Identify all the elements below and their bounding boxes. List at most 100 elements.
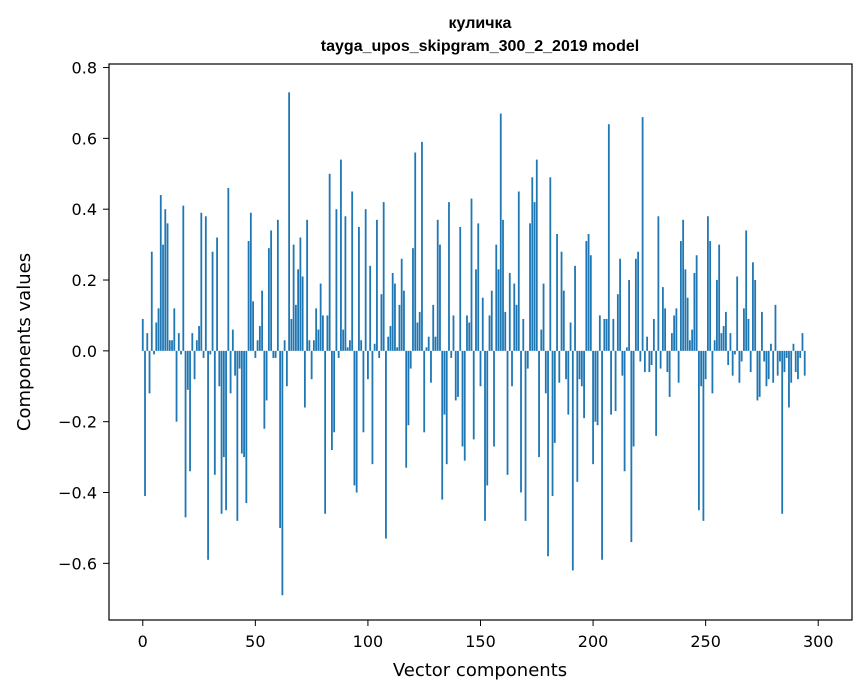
bar <box>380 294 383 351</box>
bar <box>146 333 149 351</box>
bar <box>164 209 167 351</box>
bar <box>736 276 739 351</box>
bar <box>558 350 561 383</box>
bar <box>265 350 268 401</box>
bar <box>470 198 473 351</box>
bar <box>497 269 500 351</box>
bar <box>684 269 687 351</box>
bar <box>718 244 721 351</box>
bar <box>670 333 673 351</box>
bar <box>758 350 761 397</box>
bar <box>619 258 621 351</box>
bar <box>162 244 164 351</box>
bar <box>477 223 480 351</box>
bar <box>421 141 423 351</box>
bar <box>297 269 300 351</box>
bar <box>688 340 691 351</box>
bar <box>490 290 493 351</box>
bar <box>772 350 775 383</box>
bar <box>427 336 430 351</box>
y-tick-label: −0.2 <box>58 413 97 432</box>
bar <box>569 322 572 351</box>
y-tick-label: 0.8 <box>72 59 97 78</box>
bar <box>592 350 594 465</box>
bar <box>198 326 200 351</box>
bar <box>648 350 651 373</box>
bar <box>504 311 507 351</box>
bar <box>794 350 797 373</box>
bar <box>171 340 173 351</box>
bar <box>646 336 649 351</box>
y-tick-label: 0.4 <box>72 200 97 219</box>
bar <box>436 219 439 351</box>
bar <box>711 350 714 394</box>
bar <box>346 347 349 351</box>
bar <box>610 350 612 415</box>
bar <box>513 283 516 351</box>
bar <box>448 202 450 351</box>
x-tick-label: 250 <box>690 632 721 651</box>
bar <box>677 350 680 383</box>
bar <box>673 315 676 351</box>
bar <box>643 350 646 373</box>
bar <box>425 347 428 351</box>
bar <box>729 333 732 351</box>
bar <box>664 308 667 351</box>
bar <box>450 350 453 358</box>
x-tick-label: 150 <box>465 632 496 651</box>
bar <box>369 265 372 351</box>
bar <box>340 159 342 351</box>
bar <box>499 113 502 351</box>
bar <box>400 258 403 351</box>
bar <box>243 350 245 458</box>
bar <box>621 350 624 376</box>
bar <box>360 340 363 351</box>
bar <box>785 350 788 358</box>
bar <box>803 350 806 376</box>
bar <box>779 350 781 362</box>
bar <box>731 350 734 376</box>
bar <box>776 350 779 376</box>
bar <box>603 318 606 351</box>
bar <box>358 226 360 351</box>
y-axis-ticks: −0.6 −0.4 −0.2 0.0 0.2 0.4 0.6 0.8 <box>58 59 109 573</box>
bar <box>529 223 531 351</box>
bar <box>531 177 534 351</box>
y-tick-label: 0.0 <box>72 342 97 361</box>
bar <box>211 251 214 351</box>
bar <box>177 333 180 351</box>
bar <box>700 350 703 387</box>
bar <box>409 350 412 369</box>
bar <box>567 350 570 415</box>
bar <box>434 336 437 351</box>
bar <box>614 350 617 412</box>
bar <box>303 350 306 408</box>
bar <box>481 297 484 351</box>
y-tick-label: −0.6 <box>58 554 97 573</box>
bar <box>418 311 421 351</box>
bar <box>722 326 725 351</box>
bar <box>317 329 320 351</box>
bar <box>578 350 581 380</box>
x-axis-ticks: 0 50 100 150 200 250 300 <box>138 620 834 651</box>
bar <box>389 326 392 351</box>
bar <box>407 350 410 426</box>
bar <box>616 294 619 351</box>
bar <box>783 350 786 373</box>
bar <box>430 350 432 383</box>
bar <box>553 350 556 443</box>
bar <box>761 311 763 351</box>
bar <box>657 216 660 351</box>
bar <box>234 350 236 376</box>
bar <box>144 350 146 497</box>
bar <box>288 92 291 351</box>
y-tick-label: −0.4 <box>58 484 97 503</box>
bar <box>216 237 218 351</box>
bar <box>394 283 396 351</box>
bar <box>484 350 486 521</box>
bar <box>675 308 678 351</box>
bar <box>506 350 509 475</box>
bar <box>788 350 790 408</box>
bar <box>542 283 545 351</box>
bar <box>443 350 446 415</box>
